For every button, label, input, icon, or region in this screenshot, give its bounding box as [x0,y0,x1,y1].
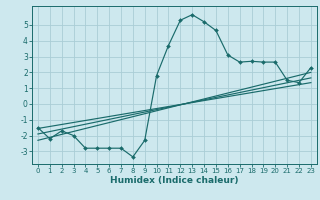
X-axis label: Humidex (Indice chaleur): Humidex (Indice chaleur) [110,176,239,185]
